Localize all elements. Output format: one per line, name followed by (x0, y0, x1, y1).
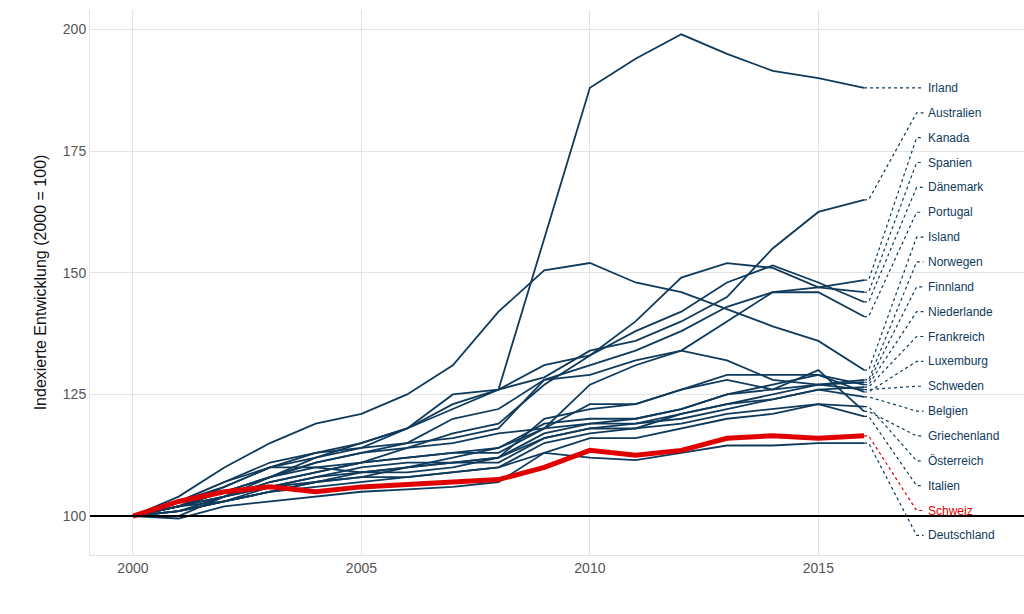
svg-text:200: 200 (63, 21, 87, 37)
svg-text:Niederlande: Niederlande (928, 305, 993, 319)
svg-text:Dänemark: Dänemark (928, 180, 984, 194)
svg-text:100: 100 (63, 508, 87, 524)
svg-text:175: 175 (63, 143, 87, 159)
svg-text:Griechenland: Griechenland (928, 429, 999, 443)
svg-text:Österreich: Österreich (928, 454, 983, 468)
svg-text:Frankreich: Frankreich (928, 330, 985, 344)
svg-text:Schweden: Schweden (928, 379, 984, 393)
svg-text:2005: 2005 (346, 560, 377, 576)
svg-text:Finnland: Finnland (928, 280, 974, 294)
svg-text:Kanada: Kanada (928, 131, 970, 145)
svg-text:Indexierte Entwicklung (2000 =: Indexierte Entwicklung (2000 = 100) (32, 155, 49, 411)
svg-text:2000: 2000 (117, 560, 148, 576)
svg-text:Deutschland: Deutschland (928, 528, 995, 542)
svg-text:2015: 2015 (803, 560, 834, 576)
svg-text:150: 150 (63, 265, 87, 281)
svg-text:Italien: Italien (928, 479, 960, 493)
svg-text:Spanien: Spanien (928, 156, 972, 170)
svg-text:Portugal: Portugal (928, 205, 973, 219)
svg-text:Luxemburg: Luxemburg (928, 354, 988, 368)
svg-text:Norwegen: Norwegen (928, 255, 983, 269)
svg-text:Belgien: Belgien (928, 404, 968, 418)
svg-text:Irland: Irland (928, 81, 958, 95)
svg-text:Schweiz: Schweiz (928, 504, 973, 518)
svg-text:Island: Island (928, 230, 960, 244)
svg-text:125: 125 (63, 386, 87, 402)
svg-text:2010: 2010 (574, 560, 605, 576)
svg-text:Australien: Australien (928, 106, 981, 120)
